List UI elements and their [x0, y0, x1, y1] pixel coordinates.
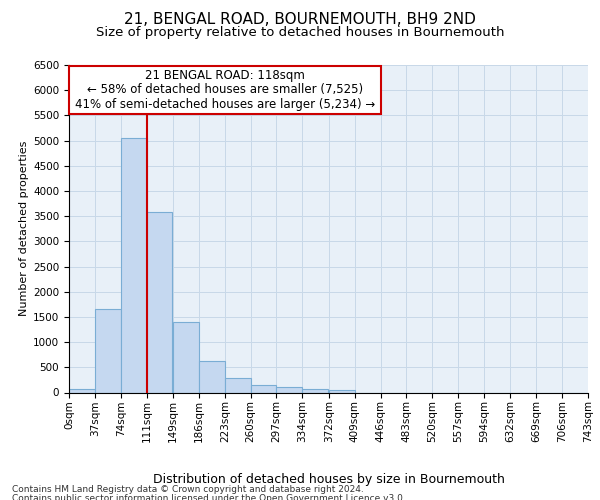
- Bar: [199, 362, 225, 392]
- Text: Distribution of detached houses by size in Bournemouth: Distribution of detached houses by size …: [152, 472, 505, 486]
- Text: ← 58% of detached houses are smaller (7,525): ← 58% of detached houses are smaller (7,…: [87, 84, 363, 96]
- Text: 21, BENGAL ROAD, BOURNEMOUTH, BH9 2ND: 21, BENGAL ROAD, BOURNEMOUTH, BH9 2ND: [124, 12, 476, 28]
- Bar: [251, 385, 277, 392]
- Bar: [69, 388, 95, 392]
- Bar: [225, 378, 251, 392]
- Text: 41% of semi-detached houses are larger (5,234) →: 41% of semi-detached houses are larger (…: [74, 98, 375, 111]
- Bar: [95, 310, 121, 392]
- Bar: [173, 322, 199, 392]
- Bar: [121, 138, 146, 392]
- Y-axis label: Number of detached properties: Number of detached properties: [19, 141, 29, 316]
- Text: 21 BENGAL ROAD: 118sqm: 21 BENGAL ROAD: 118sqm: [145, 69, 305, 82]
- Text: Contains HM Land Registry data © Crown copyright and database right 2024.: Contains HM Land Registry data © Crown c…: [12, 485, 364, 494]
- Text: Contains public sector information licensed under the Open Government Licence v3: Contains public sector information licen…: [12, 494, 406, 500]
- Bar: [302, 388, 328, 392]
- Bar: [69, 66, 380, 114]
- Bar: [329, 390, 355, 392]
- Bar: [146, 212, 172, 392]
- Bar: [277, 387, 302, 392]
- Text: Size of property relative to detached houses in Bournemouth: Size of property relative to detached ho…: [96, 26, 504, 39]
